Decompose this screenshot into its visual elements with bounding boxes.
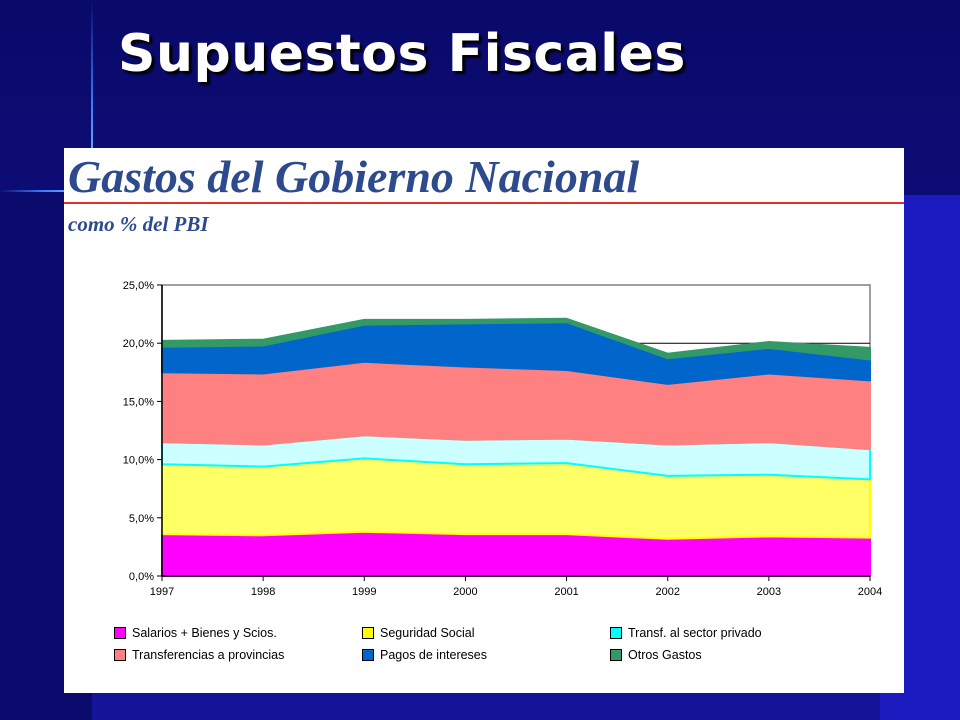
y-tick-label: 15,0% [123,396,154,408]
legend-item: Pagos de intereses [362,646,487,664]
legend-label: Pagos de intereses [380,648,488,662]
legend-item: Transferencias a provincias [114,646,284,664]
decorative-horizontal-line [0,190,70,192]
legend-label: Otros Gastos [628,648,702,662]
y-tick-label: 0,0% [129,571,154,583]
legend-label: Transferencias a provincias [132,648,285,662]
legend-swatch [362,649,374,661]
chart-title: Gastos del Gobierno Nacional [68,151,640,202]
title-rule [64,202,904,204]
x-tick-label: 1998 [251,586,275,598]
legend-swatch [114,627,126,639]
x-tick-label: 2002 [655,586,679,598]
legend-label: Salarios + Bienes y Scios. [132,626,277,640]
x-tick-label: 1999 [352,586,376,598]
legend-swatch [610,627,622,639]
decorative-vertical-line [91,0,93,150]
legend-label: Transf. al sector privado [628,626,762,640]
area-series-6 [161,317,871,361]
legend-item: Transf. al sector privado [610,624,762,642]
legend-swatch [362,627,374,639]
legend-swatch [610,649,622,661]
legend-label: Seguridad Social [380,626,475,640]
chart-figure: Gastos del Gobierno Nacional como % del … [64,148,904,693]
x-tick-label: 2000 [453,586,477,598]
legend-item: Seguridad Social [362,624,475,642]
y-tick-label: 20,0% [123,338,154,350]
x-tick-label: 2004 [858,586,882,598]
stacked-area-chart: 0,0% 5,0% 10,0% 15,0% 20,0% 25,0% 1997 1998 1999… [123,280,882,598]
chart-subtitle: como % del PBI [68,212,209,236]
x-tick-label: 1997 [150,586,174,598]
y-tick-label: 10,0% [123,455,154,467]
slide-title: Supuestos Fiscales [118,24,686,84]
y-tick-label: 25,0% [123,280,154,292]
y-tick-label: 5,0% [129,513,154,525]
x-tick-label: 2003 [757,586,781,598]
legend-item: Salarios + Bienes y Scios. [114,624,277,642]
legend-swatch [114,649,126,661]
area-series-1 [161,530,871,577]
x-tick-label: 2001 [554,586,578,598]
legend-item: Otros Gastos [610,646,702,664]
chart-legend: Salarios + Bienes y Scios. Seguridad Soci… [114,624,814,668]
